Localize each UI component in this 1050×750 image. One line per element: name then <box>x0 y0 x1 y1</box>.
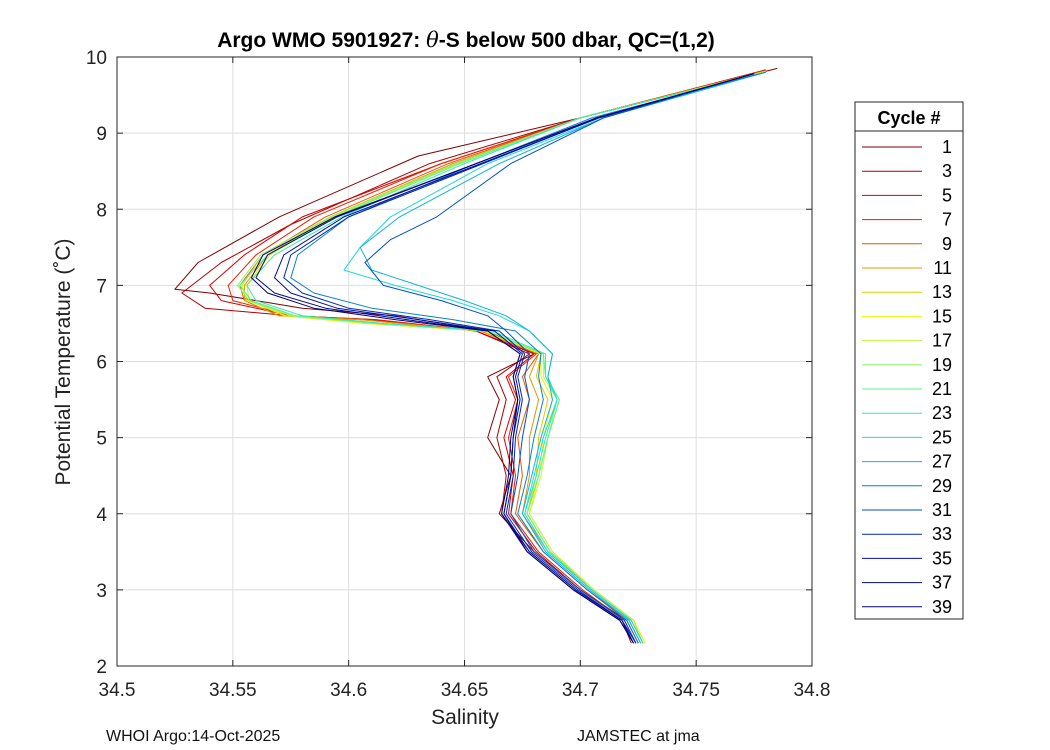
chart-title: Argo WMO 5901927: θ-S below 500 dbar, QC… <box>217 28 715 52</box>
series-line-cycle-5 <box>209 69 766 644</box>
legend-label: 7 <box>942 210 952 230</box>
legend-label: 29 <box>932 476 952 496</box>
legend: Cycle # 13579111315171921232527293133353… <box>854 101 964 620</box>
y-tick-label: 10 <box>86 48 107 69</box>
x-tick-label: 34.65 <box>441 680 489 701</box>
series-line-cycle-37 <box>255 73 755 644</box>
legend-box <box>854 101 964 620</box>
y-tick-label: 3 <box>96 581 107 602</box>
series-line-cycle-1 <box>174 67 778 644</box>
series-line-cycle-15 <box>246 71 766 644</box>
x-tick-label: 34.55 <box>209 680 257 701</box>
y-tick-label: 4 <box>96 505 107 526</box>
y-tick-label: 7 <box>96 276 107 297</box>
series-line-cycle-13 <box>246 71 766 644</box>
legend-label: 13 <box>932 282 952 302</box>
y-tick-label: 5 <box>96 429 107 450</box>
legend-label: 27 <box>932 452 952 472</box>
series-line-cycle-31 <box>364 73 755 644</box>
series-line-cycle-9 <box>239 70 766 644</box>
footer-left: WHOI Argo:14-Oct-2025 <box>106 728 280 745</box>
x-axis: 34.5 34.55 34.6 34.65 34.7 34.75 34.8 <box>99 57 831 701</box>
legend-label: 37 <box>932 573 952 593</box>
footer-right: JAMSTEC at jma <box>577 728 700 745</box>
series-line-cycle-29 <box>290 71 766 644</box>
legend-label: 19 <box>932 355 952 375</box>
series-line-cycle-33 <box>283 73 755 644</box>
legend-label: 21 <box>932 379 952 399</box>
legend-label: 25 <box>932 427 952 447</box>
x-tick-label: 34.7 <box>562 680 599 701</box>
legend-label: 39 <box>932 597 952 617</box>
legend-title: Cycle # <box>877 108 940 128</box>
legend-label: 15 <box>932 306 952 326</box>
legend-label: 23 <box>932 403 952 423</box>
legend-label: 17 <box>932 331 952 351</box>
y-tick-label: 2 <box>96 657 107 678</box>
x-tick-label: 34.8 <box>794 680 831 701</box>
legend-label: 35 <box>932 548 952 568</box>
x-tick-label: 34.75 <box>672 680 720 701</box>
series-line-cycle-7 <box>227 70 766 644</box>
legend-label: 5 <box>942 185 952 205</box>
legend-label: 9 <box>942 234 952 254</box>
y-tick-label: 6 <box>96 353 107 374</box>
y-axis: 2 3 4 5 6 7 8 9 10 <box>86 48 812 678</box>
legend-label: 31 <box>932 500 952 520</box>
y-tick-label: 8 <box>96 200 107 221</box>
series-line-cycle-35 <box>274 73 755 644</box>
x-axis-label: Salinity <box>431 706 499 729</box>
series-line-cycle-23 <box>246 71 766 644</box>
x-tick-label: 34.6 <box>330 680 367 701</box>
legend-label: 33 <box>932 524 952 544</box>
x-tick-label: 34.5 <box>99 680 136 701</box>
legend-label: 1 <box>942 137 952 157</box>
series-line-cycle-39 <box>250 73 755 644</box>
y-tick-label: 9 <box>96 124 107 145</box>
grid-lines <box>116 56 813 667</box>
series-layer <box>174 67 778 644</box>
series-line-cycle-27 <box>359 71 766 644</box>
series-line-cycle-25 <box>343 71 766 644</box>
legend-label: 3 <box>942 161 952 181</box>
legend-label: 11 <box>933 258 952 278</box>
y-axis-label: Potential Temperature (˚C) <box>52 238 75 485</box>
